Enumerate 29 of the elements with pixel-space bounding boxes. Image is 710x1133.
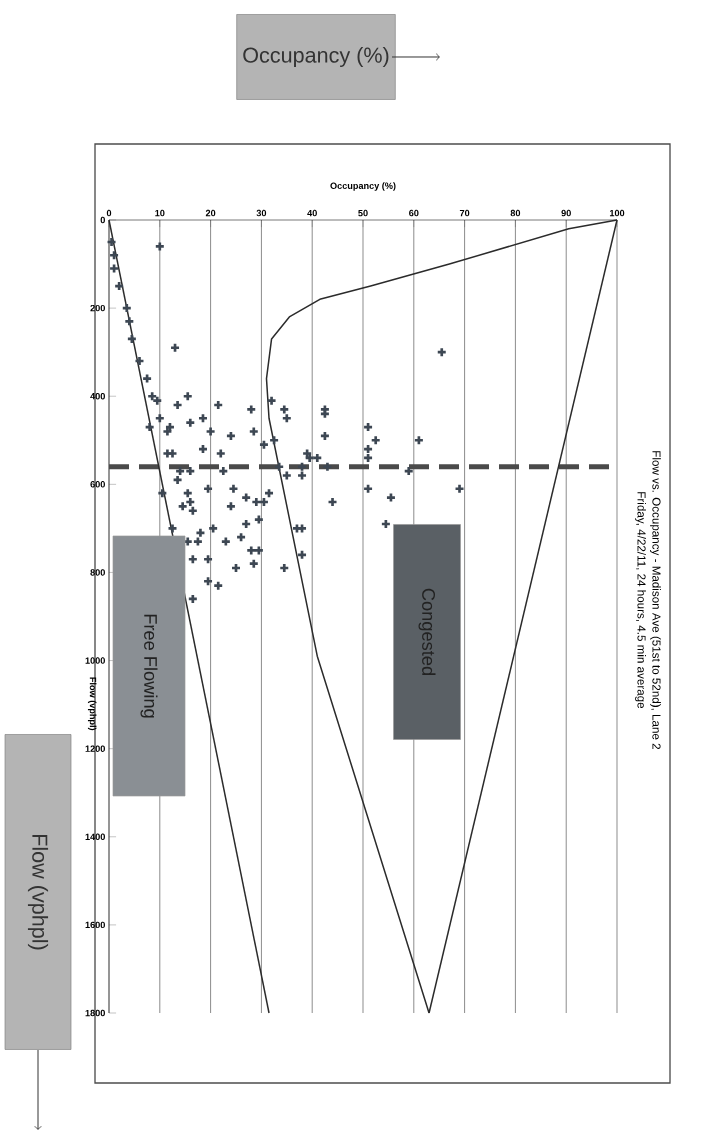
y-tick-label: 600: [90, 481, 105, 488]
x-tick-label: 70: [459, 209, 470, 217]
y-tick-label: 400: [90, 392, 105, 400]
annotation: Congested: [418, 588, 436, 675]
text: Occupancy (%): [243, 46, 389, 68]
x-tick-label: 90: [561, 209, 571, 217]
y-tick-label: 1400: [85, 833, 105, 841]
x-tick-label: 40: [307, 209, 317, 217]
x-axis-title: Occupancy (%): [330, 182, 396, 191]
text: Flow vs. Occupancy - Madison Ave (51st to 52nd), Lane 2: [650, 451, 661, 750]
y-axis-title: Flow (vphpl): [87, 677, 97, 731]
x-tick-label: 20: [205, 209, 216, 217]
y-tick-label: 800: [90, 569, 105, 576]
x-tick-label: 30: [256, 209, 267, 217]
x-tick-label: 10: [155, 209, 165, 217]
x-tick-label: 50: [358, 209, 368, 217]
x-tick-label: 60: [409, 209, 419, 217]
y-tick-label: 1000: [85, 657, 105, 664]
y-tick-label: 1600: [85, 921, 105, 929]
text: Friday, 4/22/11, 24 hours, 4.5 min average: [635, 492, 646, 709]
x-tick-label: 80: [510, 209, 521, 217]
y-tick-label: 1800: [85, 1009, 105, 1017]
y-tick-label: 1200: [85, 745, 105, 752]
y-tick-label: 200: [90, 304, 105, 312]
x-tick-label: 100: [609, 209, 625, 217]
y-tick-label: 0: [100, 216, 105, 224]
x-tick-label: 0: [106, 209, 112, 217]
text: Flow (vphpl): [27, 834, 49, 950]
annotation: Free Flowing: [140, 614, 158, 718]
